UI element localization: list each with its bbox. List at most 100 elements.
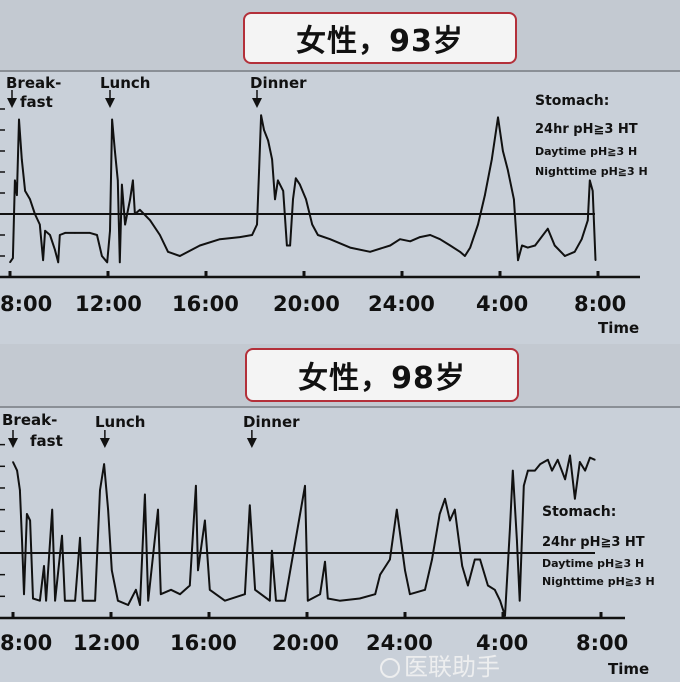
ph-data-point (39, 223, 41, 226)
meal-arrow-icon (8, 438, 18, 448)
meal-arrow-icon (252, 98, 262, 108)
ph-data-point (39, 599, 41, 602)
meal-label-breakfast-2: fast (30, 432, 63, 450)
ph-data-point (329, 238, 331, 240)
ph-data-point (64, 599, 66, 602)
ph-data-point (239, 236, 241, 238)
ph-data-point (51, 508, 53, 511)
x-tick-label: 12:00 (75, 292, 142, 316)
ph-data-point (12, 461, 14, 463)
ph-data-point (74, 599, 76, 602)
ph-data-point (338, 599, 341, 602)
ph-data-point (589, 179, 591, 182)
ph-data-point (34, 213, 36, 215)
ph-data-point (497, 116, 499, 119)
ph-data-point (127, 604, 129, 606)
legend-nighttime: Nighttime pH≧3 H (542, 575, 655, 588)
legend-24hr: 24hr pH≧3 HT (535, 122, 638, 137)
ph-data-point (107, 508, 109, 511)
ph-data-point (267, 139, 269, 142)
ph-data-point (591, 190, 594, 192)
ph-data-point (449, 519, 451, 522)
ph-data-point (43, 565, 45, 567)
ph-data-point (409, 240, 411, 243)
ph-data-point (12, 257, 14, 259)
ph-data-point (139, 209, 141, 211)
ph-data-point (260, 114, 262, 117)
legend-heading: Stomach: (535, 93, 609, 109)
ph-data-point (379, 573, 381, 576)
ph-data-point (409, 593, 411, 595)
ph-data-point (389, 244, 391, 247)
ph-data-point (477, 223, 479, 226)
top-chart: Break- fast Lunch Dinner Stomach: 24hr p… (0, 74, 648, 337)
ph-data-point (512, 469, 514, 472)
x-tick-label: 20:00 (273, 292, 340, 316)
ph-data-point (521, 244, 523, 247)
x-tick-label: 4:00 (476, 292, 528, 316)
ph-data-point (461, 565, 463, 567)
x-tick-label: 24:00 (366, 631, 433, 655)
top-chart-title: 女性，93岁 (243, 12, 517, 64)
ph-data-point (564, 255, 566, 257)
ph-data-point (258, 169, 260, 171)
ph-data-point (139, 604, 141, 606)
ph-data-point (546, 227, 549, 230)
watermark-text: 医联助手 (404, 653, 500, 681)
ph-data-point (26, 513, 28, 515)
ph-data-point (518, 599, 521, 602)
ph-data-point (547, 459, 549, 461)
meal-label-dinner: Dinner (243, 413, 300, 431)
ph-data-point (32, 597, 34, 600)
x-tick-label: 8:00 (0, 631, 52, 655)
ph-data-point (106, 261, 108, 264)
ph-data-point (491, 158, 493, 161)
ph-data-point (19, 489, 21, 491)
ph-data-point (464, 255, 466, 257)
ph-data-point (16, 194, 18, 196)
ph-data-point (349, 246, 351, 249)
ph-data-point (573, 251, 576, 253)
ph-data-point (506, 169, 509, 171)
legend-nighttime: Nighttime pH≧3 H (535, 165, 648, 178)
ph-data-point (444, 498, 446, 500)
meal-label-breakfast: Break- (2, 411, 57, 429)
ph-data-point (534, 244, 536, 247)
ph-data-point (396, 508, 398, 511)
ph-data-point (526, 246, 529, 249)
ph-data-point (119, 261, 121, 264)
ph-data-point (45, 599, 47, 602)
watermark-logo-icon (380, 657, 400, 678)
ph-data-point (578, 461, 581, 463)
ph-data-point (42, 259, 44, 262)
ph-data-point (467, 584, 469, 587)
meal-label-dinner: Dinner (250, 74, 307, 92)
ph-data-point (424, 589, 426, 591)
ph-data-point (594, 459, 596, 461)
ph-data-point (502, 150, 504, 152)
ph-data-point (584, 469, 586, 472)
ph-data-point (117, 179, 119, 182)
ph-data-point (269, 599, 271, 602)
ph-data-point (24, 190, 26, 192)
ph-data-point (199, 244, 201, 247)
ph-data-point (431, 558, 433, 561)
ph-data-point (459, 251, 461, 253)
watermark: 医联助手 (380, 655, 500, 680)
ph-data-point (179, 255, 181, 257)
ph-data-point (327, 597, 329, 600)
legend-24hr: 24hr pH≧3 HT (542, 535, 645, 550)
ph-data-point (324, 560, 326, 563)
ph-data-point (256, 223, 258, 226)
ph-data-point (295, 177, 297, 180)
ph-data-point (286, 244, 288, 247)
ph-data-point (586, 219, 589, 222)
ph-data-point (111, 118, 113, 121)
ph-data-point (317, 234, 319, 236)
ph-data-point (523, 485, 525, 487)
meal-label-lunch: Lunch (95, 413, 146, 431)
ph-data-point (29, 198, 31, 201)
ph-data-point (374, 593, 376, 595)
ph-data-point (209, 589, 211, 591)
